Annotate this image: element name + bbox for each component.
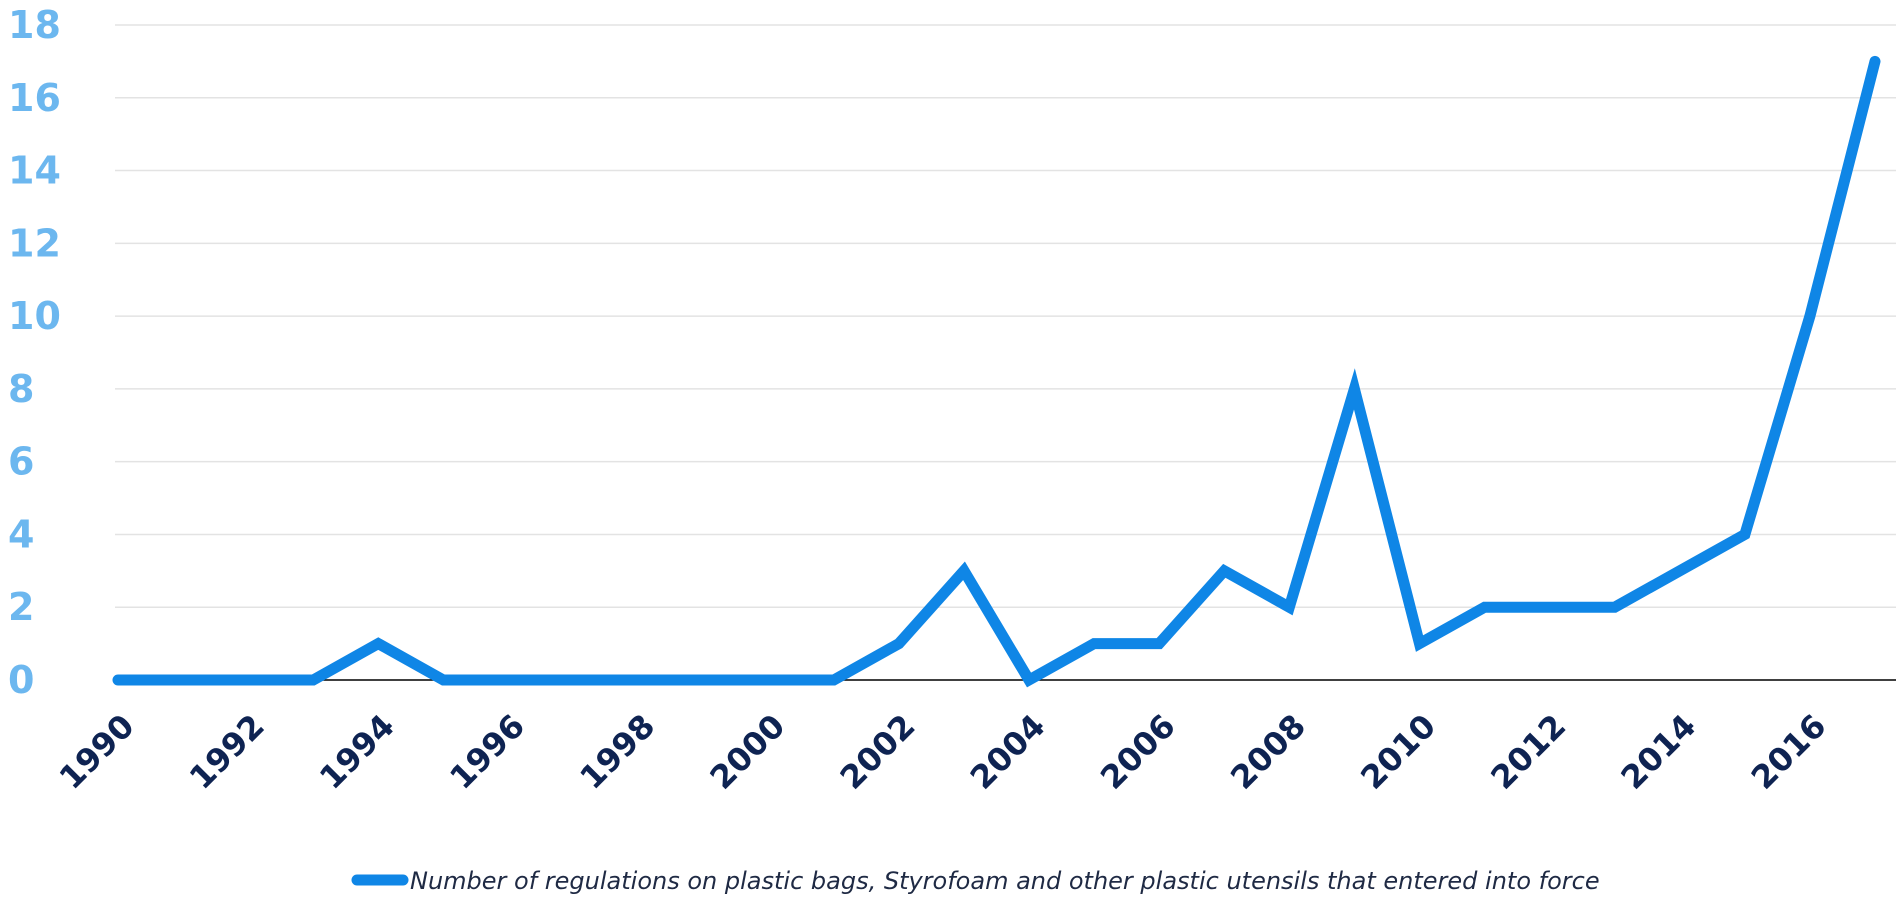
x-tick-label: 2014	[1614, 707, 1704, 797]
legend-label: Number of regulations on plastic bags, S…	[410, 867, 1600, 895]
y-tick-label: 14	[8, 149, 61, 193]
x-tick-label: 2010	[1353, 707, 1443, 797]
y-tick-label: 12	[8, 221, 61, 265]
x-tick-label: 2004	[963, 707, 1053, 797]
y-tick-label: 16	[8, 76, 61, 120]
x-tick-label: 2016	[1744, 707, 1834, 797]
x-tick-label: 1996	[442, 707, 532, 797]
y-axis-ticks: 0 2 4 6 8 10 12 14 16 18	[8, 3, 61, 702]
y-tick-label: 2	[8, 585, 34, 629]
x-tick-label: 2006	[1093, 707, 1183, 797]
y-tick-label: 8	[8, 367, 34, 411]
x-tick-label: 2002	[833, 707, 923, 797]
series-line	[112, 55, 1881, 688]
x-axis-ticks: 1990 1992 1994 1996 1998 2000 2002 2004 2006 2008…	[52, 707, 1834, 797]
x-tick-label: 2008	[1223, 707, 1313, 797]
y-tick-label: 4	[8, 512, 34, 556]
y-tick-label: 6	[8, 440, 34, 484]
legend: Number of regulations on plastic bags, S…	[351, 867, 1600, 895]
x-tick-label: 2012	[1483, 707, 1573, 797]
x-tick-label: 1990	[52, 707, 142, 797]
y-tick-label: 18	[8, 3, 61, 47]
y-tick-label: 0	[8, 658, 34, 702]
x-tick-label: 2000	[703, 707, 793, 797]
y-tick-label: 10	[8, 294, 61, 338]
x-tick-label: 1998	[572, 707, 662, 797]
x-tick-label: 1992	[182, 707, 272, 797]
x-tick-label: 1994	[312, 707, 402, 797]
grid-lines	[115, 24, 1896, 608]
